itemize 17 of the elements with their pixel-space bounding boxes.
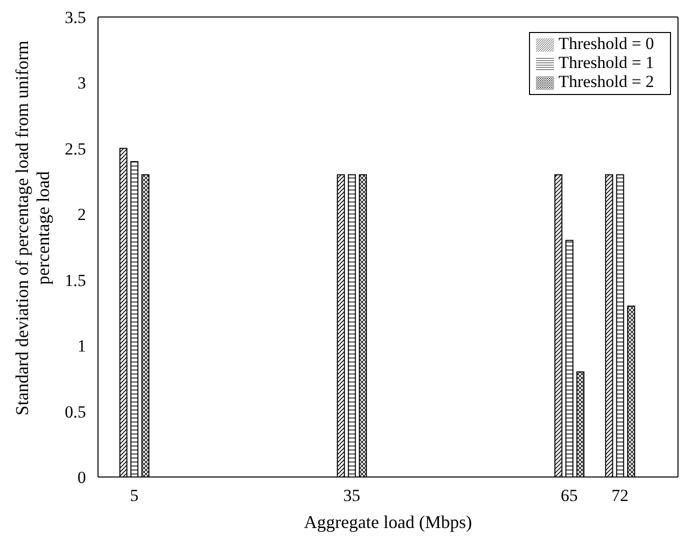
- y-tick-label: 2: [78, 205, 86, 224]
- x-tick-label: 5: [130, 486, 138, 506]
- y-axis-title: Standard deviation of percentage load from uniform percentage load: [12, 40, 54, 418]
- y-tick-label: 1: [78, 336, 86, 356]
- x-tick-label: 72: [612, 486, 628, 506]
- y-tick-label: 0: [78, 468, 86, 488]
- y-tick-label: 2.5: [64, 139, 86, 158]
- legend-label: Threshold = 2: [558, 72, 654, 92]
- x-tick-label: 65: [560, 486, 578, 506]
- y-tick-label: 0.5: [64, 402, 86, 422]
- y-tick-label: 3.5: [64, 8, 86, 28]
- x-tick-label: 35: [343, 486, 360, 506]
- legend-label: Threshold = 1: [558, 53, 654, 72]
- y-tick-label: 3: [78, 74, 86, 93]
- x-axis-title: Aggregate load (Mbps): [304, 512, 472, 532]
- y-tick-label: 1.5: [64, 270, 86, 290]
- legend-label: Threshold = 0: [558, 34, 654, 53]
